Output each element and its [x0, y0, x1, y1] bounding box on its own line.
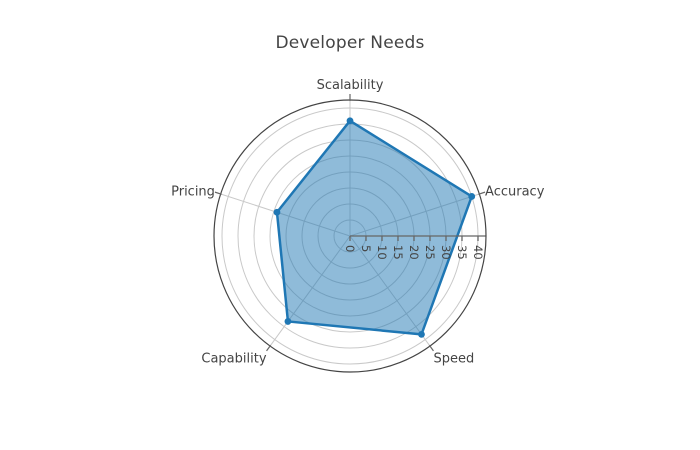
radial-tick-label-10: 10 [375, 245, 389, 260]
radial-tick-label-25: 25 [423, 245, 437, 260]
data-point-accuracy [468, 193, 476, 200]
data-point-pricing [273, 208, 281, 216]
radial-tick-label-20: 20 [407, 245, 421, 260]
data-point-speed [418, 330, 425, 338]
category-label-speed: Speed [433, 352, 474, 367]
category-label-scalability: Scalability [317, 78, 384, 93]
category-label-accuracy: Accuracy [485, 185, 545, 200]
radial-tick-label-5: 5 [359, 245, 373, 252]
radial-tick-label-40: 40 [471, 245, 485, 260]
angular-tick-pricing [214, 191, 222, 195]
data-point-scalability [346, 117, 354, 125]
category-label-capability: Capability [201, 352, 266, 367]
radial-tick-label-30: 30 [439, 245, 453, 260]
data-polygon-developer-needs [275, 119, 473, 336]
radial-tick-label-35: 35 [455, 245, 469, 260]
radial-tick-label-15: 15 [391, 245, 405, 260]
data-point-capability [284, 318, 292, 325]
radial-tick-label-0: 0 [343, 245, 357, 252]
category-label-pricing: Pricing [171, 185, 215, 200]
angular-tick-speed [428, 344, 434, 352]
chart-title: Developer Needs [275, 33, 425, 53]
angular-tick-accuracy [478, 191, 486, 195]
angular-tick-capability [266, 344, 272, 352]
